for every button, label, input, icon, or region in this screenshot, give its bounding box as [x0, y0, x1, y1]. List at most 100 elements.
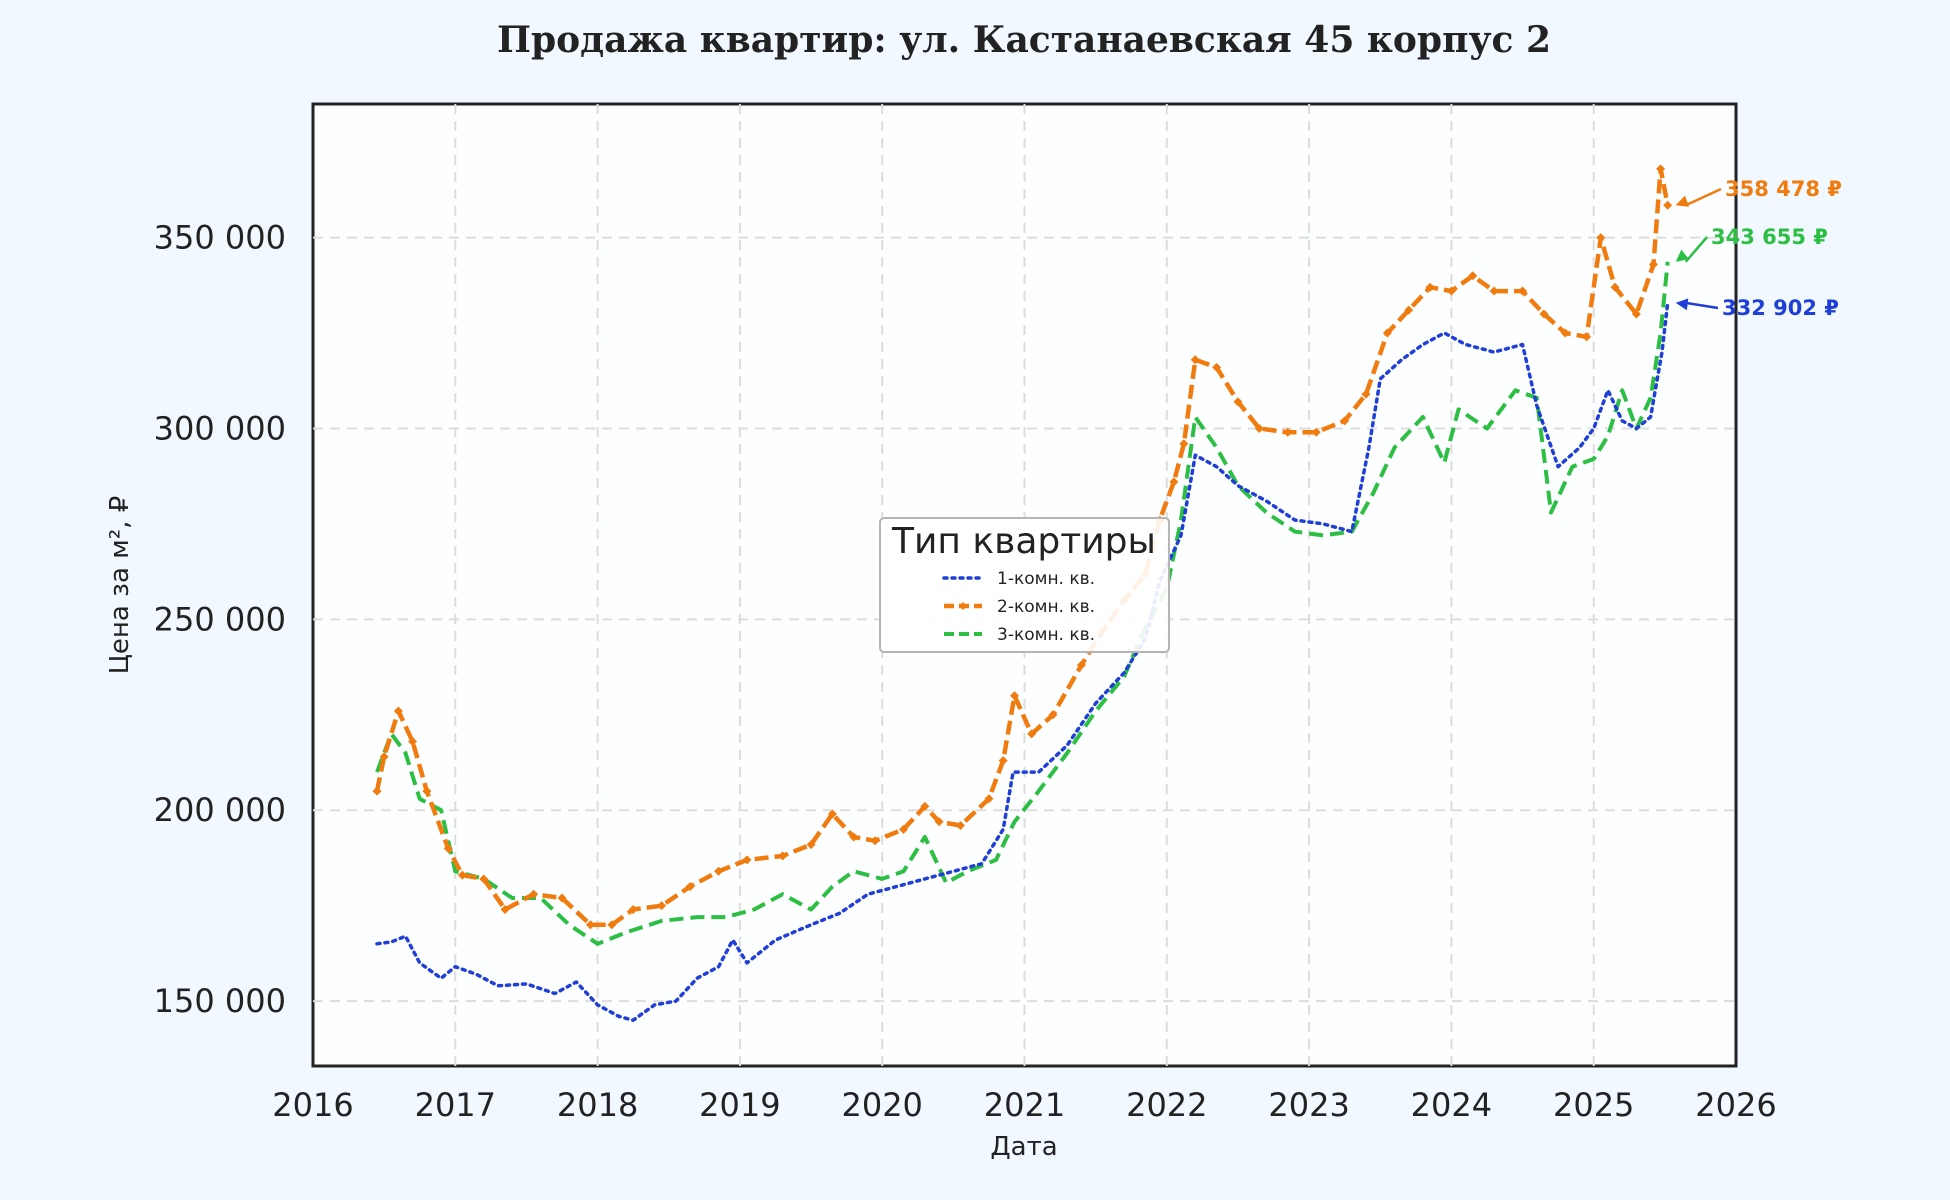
x-tick-label: 2016 — [272, 1086, 353, 1124]
data-point — [1560, 328, 1570, 338]
annotation-label: 332 902 ₽ — [1722, 296, 1839, 320]
data-point — [934, 817, 944, 827]
data-point — [408, 737, 418, 747]
annotation: 343 655 ₽ — [1675, 225, 1828, 263]
x-axis-label: Дата — [990, 1132, 1057, 1162]
data-point — [1311, 427, 1321, 437]
data-point — [1539, 309, 1549, 319]
legend-label: 2-комн. кв. — [997, 597, 1095, 617]
data-point — [443, 843, 453, 853]
data-point — [806, 840, 816, 850]
data-point — [1610, 282, 1620, 292]
annotation-label: 358 478 ₽ — [1725, 177, 1842, 201]
data-point — [1076, 660, 1086, 670]
data-point — [1404, 305, 1414, 315]
x-tick-label: 2020 — [841, 1086, 922, 1124]
chart-title: Продажа квартир: ул. Кастанаевская 45 ко… — [497, 19, 1551, 61]
data-point — [1212, 362, 1222, 372]
data-point — [899, 824, 909, 834]
data-point — [742, 855, 752, 865]
data-point — [849, 832, 859, 842]
data-point — [827, 809, 837, 819]
annotation-label: 343 655 ₽ — [1711, 225, 1828, 249]
data-point — [1582, 332, 1592, 342]
data-point — [585, 920, 595, 930]
data-point — [529, 889, 539, 899]
data-point — [1169, 477, 1179, 487]
x-tick-label: 2017 — [415, 1086, 496, 1124]
data-point — [870, 836, 880, 846]
data-point — [920, 801, 930, 811]
data-point — [778, 851, 788, 861]
y-axis-ticks: 150 000 200 000 250 000 300 000 350 000 — [154, 219, 286, 1020]
data-point — [1179, 439, 1189, 449]
data-point — [379, 752, 389, 762]
data-point — [1190, 355, 1200, 365]
data-point — [1446, 286, 1456, 296]
data-point — [1596, 233, 1606, 243]
data-point — [1027, 729, 1037, 739]
legend-item: 3-комн. кв. — [944, 625, 1095, 645]
annotation-arrow — [1685, 301, 1719, 310]
data-point — [372, 786, 382, 796]
series-line — [375, 301, 1670, 1022]
series-line — [375, 261, 1670, 946]
data-point — [500, 904, 510, 914]
x-axis-ticks: 2016 2017 2018 2019 2020 2021 2022 2023 2024 2025… — [272, 1086, 1776, 1124]
annotation-arrowhead — [1675, 298, 1689, 311]
data-point — [557, 893, 567, 903]
data-point — [1656, 164, 1666, 174]
data-point — [479, 874, 489, 884]
data-point — [607, 920, 617, 930]
series-1 — [375, 301, 1670, 1022]
data-point — [1382, 328, 1392, 338]
data-point — [1663, 200, 1673, 210]
series-3 — [375, 261, 1670, 946]
data-point — [1425, 282, 1435, 292]
data-point — [1518, 286, 1528, 296]
annotation-arrowhead — [1675, 249, 1689, 262]
x-tick-label: 2021 — [984, 1086, 1065, 1124]
x-tick-label: 2025 — [1553, 1086, 1634, 1124]
legend-title: Тип квартиры — [891, 521, 1156, 562]
data-point — [984, 794, 994, 804]
legend-box — [879, 517, 1170, 653]
y-tick-label: 350 000 — [154, 219, 286, 257]
data-point — [1010, 691, 1020, 701]
end-value-annotations: 358 478 ₽ 343 655 ₽ 332 902 ₽ — [1675, 177, 1842, 320]
y-tick-label: 300 000 — [154, 409, 286, 447]
x-tick-label: 2026 — [1695, 1086, 1776, 1124]
legend-items: 1-комн. кв. 2-комн. кв. 3-комн. кв. — [942, 569, 1095, 645]
data-point — [685, 882, 695, 892]
data-point — [955, 821, 965, 830]
legend-item: 1-комн. кв. — [942, 569, 1095, 589]
data-point — [1631, 309, 1641, 319]
annotation-arrow — [1684, 236, 1708, 263]
data-point — [1048, 710, 1058, 720]
data-point — [1468, 271, 1478, 281]
data-point — [457, 870, 467, 880]
x-tick-label: 2024 — [1411, 1086, 1492, 1124]
data-point — [422, 786, 432, 796]
legend-label: 3-комн. кв. — [997, 625, 1095, 645]
y-tick-label: 250 000 — [154, 600, 286, 638]
data-point — [1648, 259, 1658, 269]
data-point — [1489, 286, 1499, 296]
data-point — [714, 866, 724, 876]
y-axis-label: Цена за м², ₽ — [105, 496, 135, 675]
data-point — [393, 706, 403, 716]
data-point — [1361, 389, 1371, 399]
data-point — [1283, 427, 1293, 437]
legend-marker — [959, 602, 967, 610]
data-point — [998, 756, 1008, 766]
x-tick-label: 2018 — [557, 1086, 638, 1124]
annotation-arrowhead — [1675, 195, 1690, 207]
data-point — [1254, 423, 1264, 433]
annotation: 358 478 ₽ — [1675, 177, 1842, 207]
data-point — [1233, 397, 1243, 407]
data-point — [628, 904, 638, 914]
data-point — [1340, 416, 1350, 426]
y-tick-label: 200 000 — [154, 791, 286, 829]
